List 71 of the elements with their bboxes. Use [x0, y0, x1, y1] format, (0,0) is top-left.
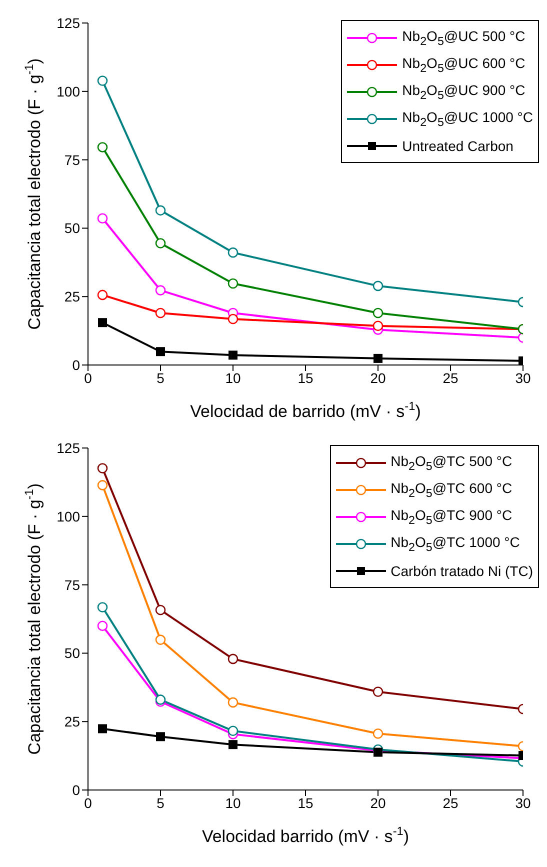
y-tick-label: 0 [72, 782, 80, 798]
legend-label: Nb$_{2}$O$_{5}$@UC 500 °C [402, 28, 526, 48]
x-tick-label: 10 [225, 794, 241, 811]
x-axis-title: Velocidad de barrido (mV · s$^{-1}$) [190, 399, 421, 421]
x-tick-label: 30 [515, 370, 531, 386]
point [97, 76, 108, 86]
point [228, 654, 238, 664]
point [98, 724, 107, 734]
point [97, 213, 108, 224]
x-tick-label: 0 [84, 370, 92, 386]
point [155, 308, 166, 318]
point [228, 740, 238, 750]
x-tick-label: 0 [84, 794, 92, 811]
point [228, 247, 238, 258]
point [155, 285, 166, 296]
point [156, 732, 165, 742]
point [228, 278, 238, 289]
point [372, 728, 384, 739]
x-tick-label: 25 [442, 794, 458, 811]
y-tick-label: 25 [64, 714, 80, 730]
point [97, 620, 108, 631]
y-tick-label: 50 [64, 645, 80, 662]
x-tick-label: 10 [225, 370, 241, 386]
x-tick-label: 15 [298, 794, 314, 811]
point [155, 634, 166, 645]
point [228, 350, 238, 360]
point [374, 354, 382, 363]
y-tick-label: 0 [72, 356, 80, 373]
x-tick-label: 15 [298, 370, 314, 386]
y-tick-label: 25 [64, 288, 80, 305]
point [97, 290, 108, 300]
point [228, 726, 238, 736]
y-tick-label: 125 [56, 440, 80, 456]
x-tick-label: 5 [156, 794, 165, 811]
x-tick-label: 5 [156, 370, 165, 386]
point [374, 748, 382, 757]
legend-label: Nb$_{2}$O$_{5}$@UC 600 °C [402, 54, 526, 74]
y-tick-label: 75 [64, 576, 80, 593]
point [98, 318, 107, 328]
point [97, 142, 108, 152]
legend-label: Nb$_{2}$O$_{5}$@UC 1000 °C [402, 108, 533, 128]
x-tick-label: 20 [370, 794, 386, 811]
point [372, 280, 384, 292]
legend-label: Nb$_{2}$O$_{5}$@TC 900 °C [390, 506, 512, 526]
point [228, 697, 238, 708]
legend-label: Nb$_{2}$O$_{5}$@TC 600 °C [390, 480, 512, 500]
point [155, 604, 166, 616]
y-tick-label: 125 [56, 14, 80, 31]
x-tick-label: 25 [442, 370, 458, 386]
x-tick-label: 20 [370, 370, 386, 386]
point [97, 480, 108, 490]
x-tick-label: 30 [515, 794, 531, 811]
point [372, 686, 384, 697]
y-tick-label: 75 [64, 152, 80, 168]
point [372, 308, 384, 318]
point [156, 347, 165, 356]
y-tick-label: 100 [56, 508, 80, 524]
legend-label: Nb$_{2}$O$_{5}$@TC 500 °C [390, 452, 512, 472]
point [372, 320, 384, 332]
legend-label: Carbón tratado Ni (TC) [390, 562, 533, 578]
legend-label: Untreated Carbon [402, 138, 514, 154]
x-axis-title: Velocidad barrido (mV · s$^{-1}$) [202, 824, 410, 846]
point [228, 314, 238, 324]
y-tick-label: 100 [56, 83, 80, 100]
point [155, 205, 166, 216]
legend-label: Nb$_{2}$O$_{5}$@UC 900 °C [402, 82, 526, 102]
point [97, 602, 108, 612]
legend-label: Nb$_{2}$O$_{5}$@TC 1000 °C [390, 534, 520, 554]
point [155, 238, 166, 248]
point [97, 463, 108, 474]
y-tick-label: 50 [64, 220, 80, 236]
